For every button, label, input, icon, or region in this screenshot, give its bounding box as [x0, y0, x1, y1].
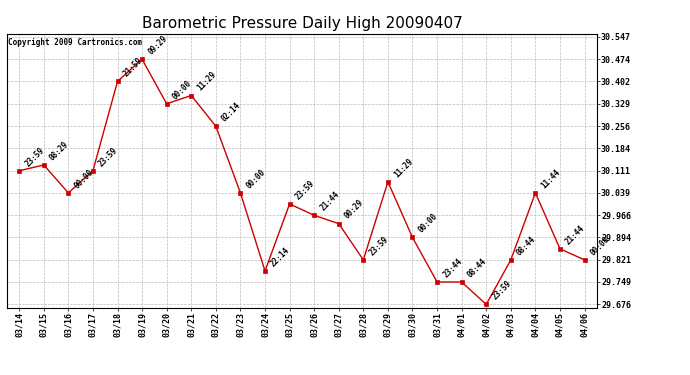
Text: 22:14: 22:14 [269, 246, 292, 268]
Text: 23:59: 23:59 [97, 145, 120, 168]
Text: 00:00: 00:00 [72, 167, 95, 190]
Text: 23:59: 23:59 [294, 178, 317, 201]
Text: 08:44: 08:44 [466, 256, 489, 279]
Text: 08:44: 08:44 [515, 234, 538, 257]
Text: 08:29: 08:29 [48, 140, 70, 162]
Text: 23:44: 23:44 [441, 256, 464, 279]
Text: 11:29: 11:29 [195, 70, 218, 93]
Text: 11:29: 11:29 [392, 156, 415, 179]
Text: 00:00: 00:00 [417, 212, 440, 235]
Text: 21:59: 21:59 [121, 56, 144, 79]
Text: Copyright 2009 Cartronics.com: Copyright 2009 Cartronics.com [8, 38, 142, 47]
Text: 23:59: 23:59 [491, 279, 513, 302]
Text: 21:44: 21:44 [564, 224, 587, 246]
Text: 00:00: 00:00 [171, 78, 194, 101]
Text: 11:44: 11:44 [540, 167, 562, 190]
Text: 00:29: 00:29 [343, 198, 366, 221]
Text: 21:44: 21:44 [318, 190, 341, 213]
Text: 00:00: 00:00 [244, 167, 267, 190]
Text: 23:59: 23:59 [23, 145, 46, 168]
Text: 02:14: 02:14 [220, 101, 243, 123]
Text: 23:59: 23:59 [368, 234, 391, 257]
Title: Barometric Pressure Daily High 20090407: Barometric Pressure Daily High 20090407 [141, 16, 462, 31]
Text: 09:29: 09:29 [146, 34, 169, 57]
Text: 00:00: 00:00 [589, 234, 611, 257]
